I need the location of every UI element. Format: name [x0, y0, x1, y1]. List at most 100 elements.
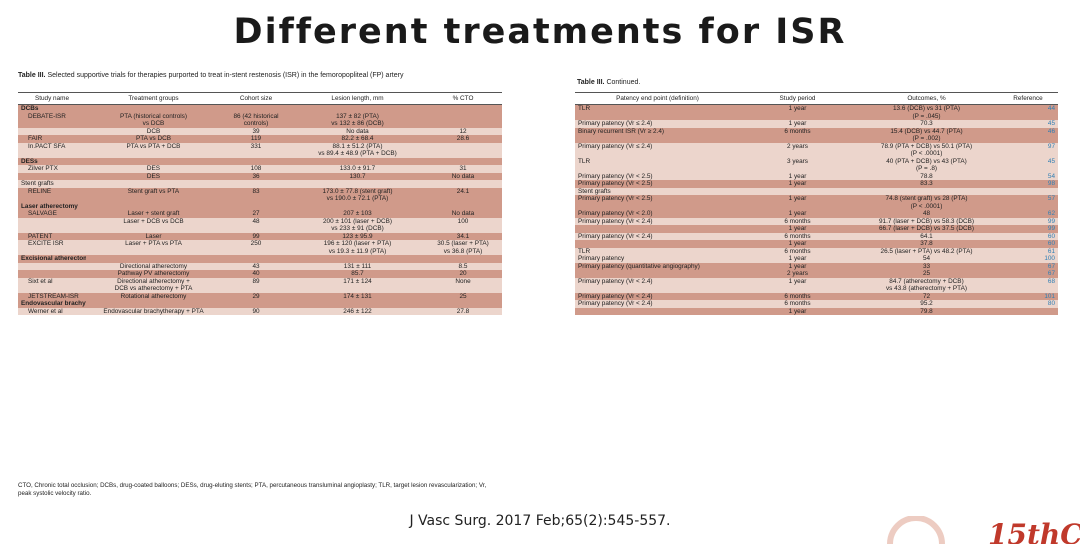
column-header: Study period: [740, 92, 855, 105]
table-cell: 27: [221, 210, 291, 218]
cec-logo: 15thCEC: [887, 516, 1080, 544]
table-row: Primary patency (Vr < 2.5) 1 year 78.8 54: [575, 172, 1058, 180]
table-cell: 1 year: [740, 105, 855, 113]
table-cell: [221, 255, 291, 263]
table-cell: [740, 165, 855, 173]
table-cell: Sixt et al: [18, 277, 86, 285]
table-cell: vs DCB: [86, 120, 221, 128]
table-cell: DCB vs atherectomy + PTA: [86, 285, 221, 293]
table-cell: DCBs: [18, 104, 86, 113]
table-cell: 78.9 (PTA + DCB) vs 50.1 (PTA): [855, 142, 998, 150]
table-cell: [740, 104, 855, 105]
table-row: Directional atherectomy 43 131 ± 111 8.5: [18, 262, 502, 270]
right-caption-text: Continued.: [606, 79, 641, 86]
section-row: DESs: [18, 157, 502, 165]
table-cell: [291, 104, 424, 113]
table-cell: None: [424, 277, 502, 285]
table-cell: 6 months: [740, 232, 855, 240]
table-row: Binary recurrent ISR (Vr ≥ 2.4) 6 months 1…: [575, 127, 1058, 135]
table-cell: [998, 165, 1058, 173]
table-cell: [575, 270, 740, 278]
table-cell: controls): [221, 120, 291, 128]
table-cell: 1 year: [740, 225, 855, 233]
table-cell: FAIR: [18, 135, 86, 143]
table-cell: 85.7: [291, 270, 424, 278]
table-cell: 133.0 ± 91.7: [291, 165, 424, 173]
table-cell: 25: [424, 292, 502, 300]
table-cell: 99: [221, 232, 291, 240]
table-row: DES 36 130.7 No data: [18, 172, 502, 180]
table-cell: 99: [998, 217, 1058, 225]
table-cell: [424, 300, 502, 308]
table-row: Primary patency (Vr < 2.4) 6 months 95.2 80: [575, 300, 1058, 308]
table-cell: (P < .0001): [855, 150, 998, 158]
table-cell: 130.7: [291, 172, 424, 180]
table-cell: 43: [221, 262, 291, 270]
table-row: Primary patency (Vr ≤ 2.4) 1 year 70.3 45: [575, 120, 1058, 128]
table-cell: 3 years: [740, 157, 855, 165]
table-cell: [424, 180, 502, 188]
section-row: Excisional atherectomy: [18, 255, 502, 263]
table-cell: Primary patency (Vr < 2.4): [575, 277, 740, 285]
table-cell: 1 year: [740, 307, 855, 315]
left-table: Study name Treatment groups Cohort size Les…: [18, 92, 502, 315]
table-cell: 44: [998, 105, 1058, 113]
table-cell: 6 months: [740, 217, 855, 225]
table-cell: 1 year: [740, 172, 855, 180]
section-row: Stent grafts: [18, 180, 502, 188]
table-cell: 108: [221, 165, 291, 173]
column-header: Cohort size: [221, 92, 291, 105]
table-cell: [18, 285, 86, 293]
table-cell: 54: [998, 172, 1058, 180]
table-cell: Primary patency (Vr < 2.4): [575, 292, 740, 300]
table-row: Laser + DCB vs DCB 48 200 ± 101 (laser + D…: [18, 217, 502, 225]
table-cell: 34.1: [424, 232, 502, 240]
table-cell: 1 year: [740, 210, 855, 218]
table-cell: Primary patency (Vr < 2.4): [575, 300, 740, 308]
table-cell: 57: [998, 195, 1058, 203]
table-row: vs 19.3 ± 11.9 (PTA) vs 36.8 (PTA): [18, 247, 502, 255]
table-cell: 331: [221, 142, 291, 150]
table-cell: [221, 300, 291, 308]
table-cell: 40: [221, 270, 291, 278]
table-cell: vs 36.8 (PTA): [424, 247, 502, 255]
table-cell: 40 (PTA + DCB) vs 43 (PTA): [855, 157, 998, 165]
table-cell: [221, 180, 291, 188]
table-cell: 60: [998, 240, 1058, 248]
table-cell: [221, 104, 291, 113]
right-table: Patency end point (definition) Study peri…: [575, 92, 1058, 315]
table-cell: [18, 120, 86, 128]
table-cell: [86, 157, 221, 165]
table-cell: 100: [998, 255, 1058, 263]
table-cell: 37.8: [855, 240, 998, 248]
table-cell: [86, 150, 221, 158]
table-cell: Primary patency (Vr < 2.4): [575, 232, 740, 240]
table-cell: 46: [998, 127, 1058, 135]
table-cell: In.PACT SFA: [18, 142, 86, 150]
table-cell: [575, 104, 740, 105]
table-row: Zilver PTX DES 108 133.0 ± 91.7 31: [18, 165, 502, 173]
table-cell: Endovascular brachytherapy: [18, 300, 86, 308]
table-cell: DES: [86, 172, 221, 180]
table-row: 1 year 37.8 60: [575, 240, 1058, 248]
table-cell: 45: [998, 120, 1058, 128]
table-cell: [424, 225, 502, 233]
table-cell: Primary patency (Vr < 2.5): [575, 180, 740, 188]
table-cell: 2 years: [740, 270, 855, 278]
table-cell: 1 year: [740, 180, 855, 188]
table-cell: [424, 157, 502, 165]
table-row: Primary patency (Vr < 2.4) 6 months 64.1 60: [575, 232, 1058, 240]
table-cell: 13.6 (DCB) vs 31 (PTA): [855, 105, 998, 113]
table-cell: 2 years: [740, 142, 855, 150]
table-row: Primary patency (Vr ≤ 2.4) 2 years 78.9 (P…: [575, 142, 1058, 150]
table-cell: [18, 270, 86, 278]
table-row: vs 190.0 ± 72.1 (PTA): [18, 195, 502, 203]
table-cell: [221, 247, 291, 255]
table-cell: [18, 127, 86, 135]
table-cell: 97: [998, 142, 1058, 150]
table-row: RELINE Stent graft vs PTA 83 173.0 ± 77.8 (…: [18, 187, 502, 195]
table-row: vs 89.4 ± 48.9 (PTA + DCB): [18, 150, 502, 158]
table-cell: 196 ± 120 (laser + PTA): [291, 240, 424, 248]
table-row: TLR 6 months 26.5 (laser + PTA) vs 48.2 (P…: [575, 247, 1058, 255]
table-cell: 70.3: [855, 120, 998, 128]
